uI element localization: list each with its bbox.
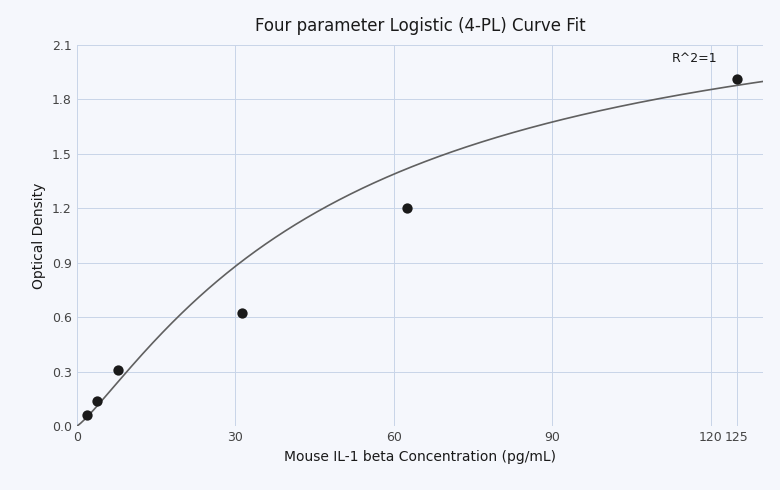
Point	[236, 310, 248, 318]
Point	[81, 411, 94, 419]
Point	[112, 366, 124, 374]
Text: R^2=1: R^2=1	[672, 51, 718, 65]
Title: Four parameter Logistic (4-PL) Curve Fit: Four parameter Logistic (4-PL) Curve Fit	[255, 17, 585, 35]
Point	[91, 397, 104, 405]
Point	[401, 204, 413, 212]
Y-axis label: Optical Density: Optical Density	[32, 182, 46, 289]
Point	[731, 75, 743, 83]
X-axis label: Mouse IL-1 beta Concentration (pg/mL): Mouse IL-1 beta Concentration (pg/mL)	[284, 449, 556, 464]
